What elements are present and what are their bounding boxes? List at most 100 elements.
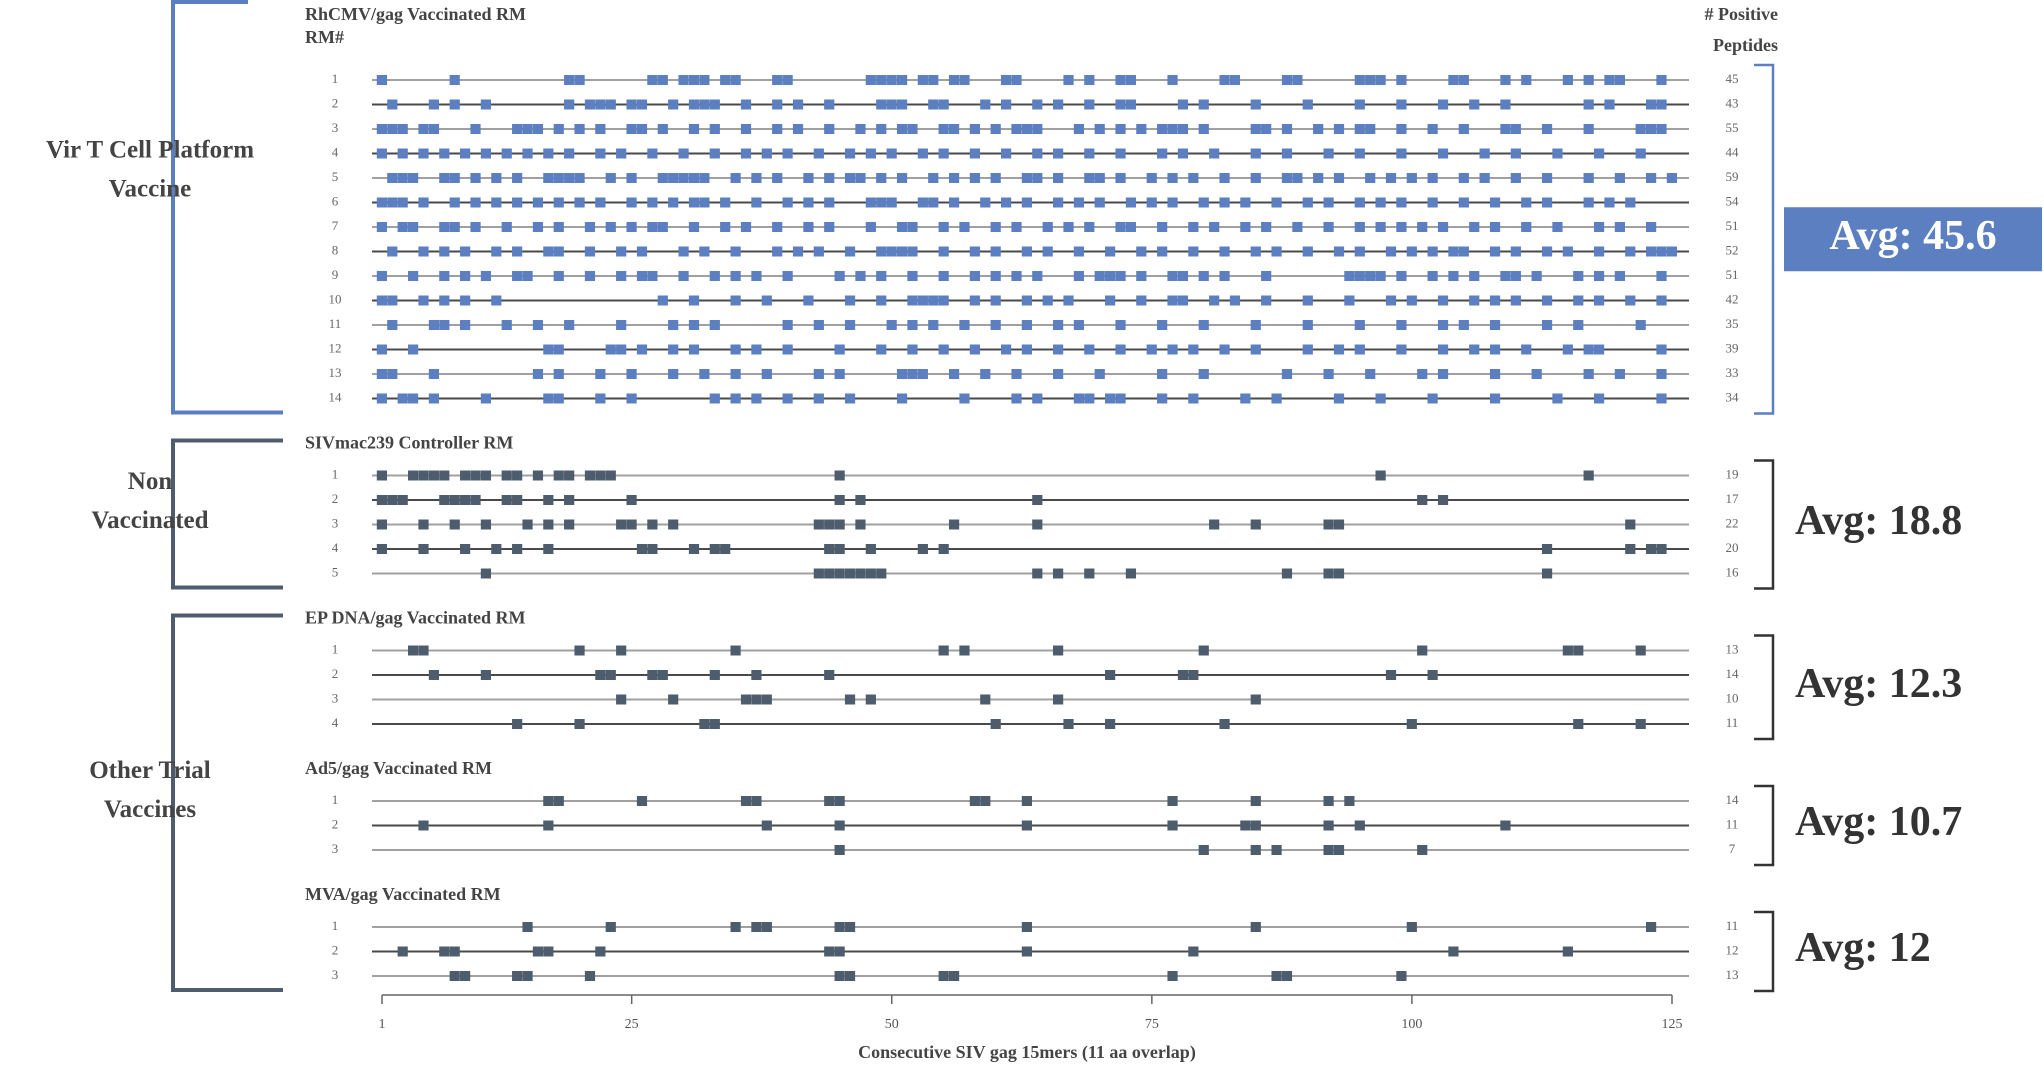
peptide-mark xyxy=(1489,222,1501,232)
peptide-mark xyxy=(1448,946,1459,957)
peptide-mark xyxy=(990,173,1001,183)
peptide-mark xyxy=(1281,148,1293,159)
avg-bracket xyxy=(1754,784,1775,867)
peptide-mark xyxy=(834,946,845,957)
peptide-mark xyxy=(1656,295,1667,306)
peptide-mark xyxy=(1136,295,1147,306)
peptide-mark xyxy=(938,295,949,306)
peptide-mark xyxy=(1385,246,1397,257)
peptide-mark xyxy=(1583,124,1594,134)
peptide-mark xyxy=(1427,173,1438,183)
peptide-mark xyxy=(1167,796,1178,806)
peptide-mark xyxy=(1053,320,1064,330)
peptide-mark xyxy=(855,124,866,134)
peptide-mark xyxy=(647,670,658,680)
peptide-mark xyxy=(1573,645,1584,656)
peptide-mark xyxy=(865,694,876,705)
peptide-mark xyxy=(876,246,887,257)
peptide-mark xyxy=(1000,344,1012,355)
peptide-mark xyxy=(1198,320,1209,330)
peptide-mark xyxy=(449,519,460,530)
peptide-mark xyxy=(959,222,970,232)
peptide-mark xyxy=(1427,246,1438,257)
peptide-mark xyxy=(1437,320,1449,330)
peptide-mark xyxy=(1011,393,1022,404)
peptide-mark xyxy=(1510,295,1521,306)
peptide-mark xyxy=(834,369,845,379)
group-label: Vir T Cell Platform xyxy=(46,136,254,163)
peptide-mark xyxy=(1146,173,1157,183)
peptide-mark xyxy=(1614,222,1625,232)
avg-bracket xyxy=(1754,63,1775,415)
peptide-mark xyxy=(699,197,710,208)
peptide-mark xyxy=(1552,393,1563,404)
peptide-mark xyxy=(1323,148,1334,159)
peptide-mark xyxy=(751,271,762,281)
peptide-mark xyxy=(1271,246,1282,257)
peptide-mark xyxy=(1593,222,1605,232)
peptide-mark xyxy=(1469,344,1480,355)
peptide-mark xyxy=(1115,320,1126,330)
peptide-mark xyxy=(1198,845,1209,855)
peptide-mark xyxy=(751,393,762,404)
peptide-mark xyxy=(491,197,502,208)
peptide-mark xyxy=(1427,393,1438,404)
peptide-mark xyxy=(1458,124,1469,134)
positive-count: 19 xyxy=(1726,466,1739,481)
peptide-mark xyxy=(1115,99,1126,110)
peptide-mark xyxy=(1521,197,1532,208)
peptide-mark xyxy=(699,246,710,257)
peptide-mark xyxy=(397,946,408,957)
peptide-mark xyxy=(896,99,908,110)
peptide-mark xyxy=(1645,246,1657,257)
peptide-mark xyxy=(844,694,856,705)
positive-count: 14 xyxy=(1726,792,1740,807)
peptide-mark xyxy=(1250,99,1261,110)
peptide-mark xyxy=(1500,75,1511,85)
peptide-mark xyxy=(803,173,814,183)
peptide-mark xyxy=(564,470,575,481)
peptide-mark xyxy=(948,197,960,208)
peptide-mark xyxy=(1396,971,1407,981)
peptide-mark xyxy=(824,544,835,554)
peptide-mark xyxy=(772,99,783,110)
peptide-mark xyxy=(1656,393,1667,404)
peptide-mark xyxy=(595,148,606,159)
group-bracket xyxy=(171,438,283,590)
peptide-mark xyxy=(980,99,991,110)
peptide-mark xyxy=(616,148,627,159)
avg-box xyxy=(1784,207,2042,272)
peptide-mark xyxy=(1583,75,1594,85)
peptide-mark xyxy=(1614,369,1625,379)
row-label: 3 xyxy=(332,967,339,982)
positive-count: 39 xyxy=(1726,340,1739,355)
peptide-mark xyxy=(1541,246,1553,257)
peptide-mark xyxy=(834,519,845,530)
peptide-mark xyxy=(730,295,741,306)
peptide-mark xyxy=(397,222,408,232)
peptide-mark xyxy=(1365,75,1376,85)
peptide-mark xyxy=(626,124,637,134)
peptide-mark xyxy=(969,344,980,355)
row-label: 3 xyxy=(332,690,339,705)
peptide-mark xyxy=(740,694,752,705)
peptide-mark xyxy=(522,922,533,932)
peptide-mark xyxy=(397,148,408,159)
peptide-mark xyxy=(865,148,876,159)
peptide-mark xyxy=(553,393,564,404)
peptide-mark xyxy=(1604,99,1615,110)
peptide-mark xyxy=(428,470,440,481)
peptide-mark xyxy=(1281,971,1293,981)
peptide-mark xyxy=(460,470,471,481)
peptide-mark xyxy=(668,173,679,183)
peptide-mark xyxy=(855,519,866,530)
peptide-mark xyxy=(813,246,824,257)
peptide-mark xyxy=(1396,271,1407,281)
peptide-mark xyxy=(1053,344,1064,355)
peptide-mark xyxy=(532,124,544,134)
peptide-mark xyxy=(1198,271,1209,281)
row-label: 5 xyxy=(332,169,339,184)
peptide-mark xyxy=(1313,124,1324,134)
peptide-mark xyxy=(1073,197,1085,208)
peptide-mark xyxy=(1375,197,1386,208)
